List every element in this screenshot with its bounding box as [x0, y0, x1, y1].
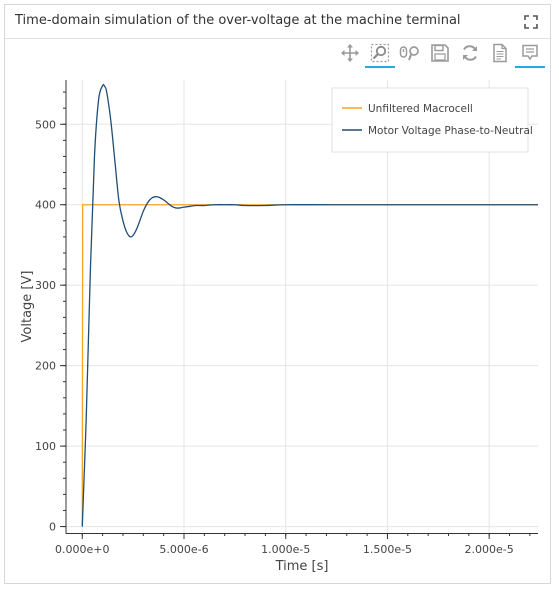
box-zoom-tool[interactable] [365, 40, 395, 68]
y-tick-label: 500 [35, 118, 56, 131]
x-tick-label: 0.000e+0 [55, 543, 109, 556]
pan-tool[interactable] [335, 40, 365, 68]
floppy-disk-icon [431, 44, 449, 62]
legend-label: Unfiltered Macrocell [368, 103, 473, 115]
panel-header: Time-domain simulation of the over-volta… [5, 5, 550, 39]
y-tick-label: 200 [35, 360, 56, 373]
move-arrows-icon [341, 44, 359, 62]
y-tick-label: 100 [35, 440, 56, 453]
hover-tool[interactable] [515, 40, 545, 68]
reset-tool[interactable] [455, 40, 485, 68]
save-tool[interactable] [425, 40, 455, 68]
help-tool[interactable] [485, 40, 515, 68]
tooltip-icon [522, 44, 538, 61]
wheel-zoom-icon [399, 46, 419, 61]
y-tick-label: 0 [49, 521, 56, 534]
series-group [81, 83, 538, 527]
x-tick-label: 2.000e-5 [465, 543, 514, 556]
y-tick-label: 400 [35, 199, 56, 212]
series-line-motor-voltage [81, 83, 538, 527]
x-tick-label: 1.500e-5 [363, 543, 412, 556]
panel-title: Time-domain simulation of the over-volta… [15, 13, 461, 28]
magnifier-box-icon [370, 43, 390, 63]
refresh-icon [463, 45, 477, 61]
x-tick-label: 1.000e-5 [261, 543, 310, 556]
x-axis-label: Time [s] [275, 559, 329, 574]
legend-label: Motor Voltage Phase-to-Neutral [368, 125, 533, 137]
y-axis-label: Voltage [V] [20, 271, 35, 343]
axes: 0.000e+0 5.000e-6 1.000e-5 1.500e-5 2.000e-5… [35, 80, 538, 556]
wheel-zoom-tool[interactable] [395, 40, 425, 68]
document-icon [493, 43, 507, 63]
expand-fullscreen-icon[interactable] [524, 14, 538, 29]
legend: Unfiltered Macrocell Motor Voltage Phase-… [331, 87, 533, 153]
legend-box [331, 87, 529, 153]
chart-toolbar [335, 40, 545, 72]
y-tick-label: 300 [35, 279, 56, 292]
x-tick-label: 5.000e-6 [159, 543, 208, 556]
